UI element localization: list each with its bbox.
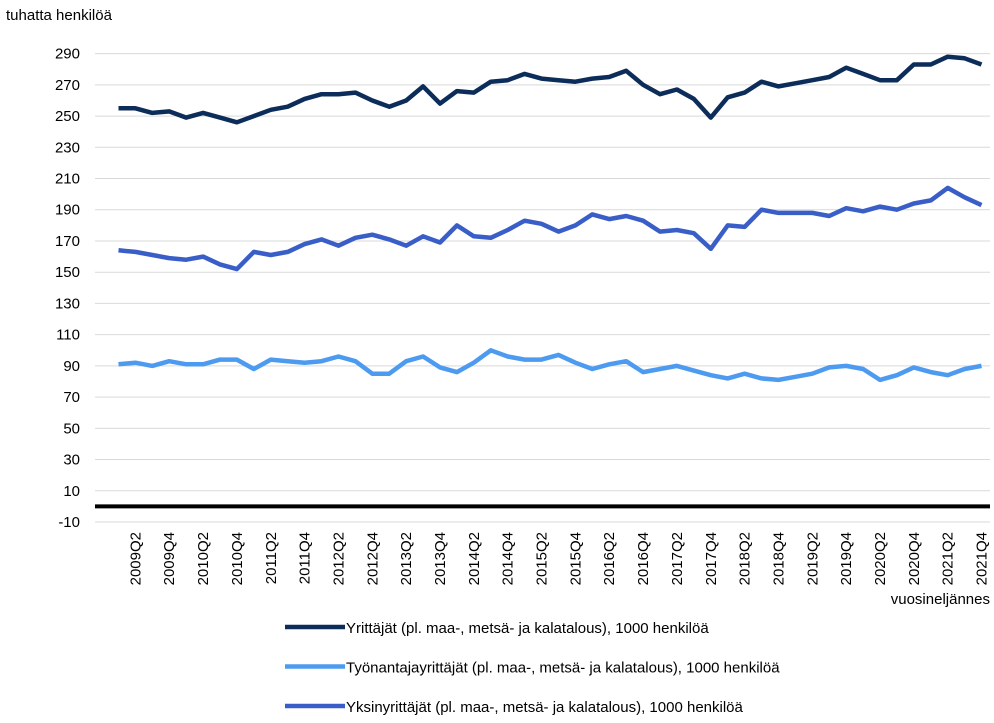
x-tick-label: 2016Q2 [601, 532, 618, 585]
y-tick-label: -10 [58, 514, 80, 531]
x-tick-label: 2011Q2 [263, 532, 280, 584]
x-tick-label: 2020Q2 [872, 532, 889, 585]
x-tick-label: 2009Q4 [161, 532, 178, 585]
x-tick-label: 2011Q4 [297, 532, 314, 584]
legend-label: Yksinyrittäjät (pl. maa-, metsä- ja kala… [346, 699, 744, 716]
y-tick-label: 250 [55, 108, 80, 125]
y-tick-label: 170 [55, 233, 80, 250]
y-tick-label: 130 [55, 295, 80, 312]
y-tick-label: 210 [55, 171, 80, 188]
x-tick-label: 2020Q4 [906, 532, 923, 585]
x-tick-label: 2018Q4 [770, 532, 787, 585]
x-tick-label: 2010Q4 [229, 532, 246, 585]
x-tick-label: 2018Q2 [737, 532, 754, 585]
y-tick-label: 230 [55, 139, 80, 156]
y-tick-label: 190 [55, 202, 80, 219]
x-tick-label: 2017Q4 [703, 532, 720, 585]
x-tick-label: 2010Q2 [195, 532, 212, 585]
x-tick-label: 2019Q2 [804, 532, 821, 585]
x-tick-label: 2012Q4 [364, 532, 381, 585]
line-series [118, 185, 983, 272]
y-tick-label: 290 [55, 46, 80, 63]
legend-label: Työnantajayrittäjät (pl. maa-, metsä- ja… [346, 660, 780, 677]
x-tick-label: 2012Q2 [330, 532, 347, 585]
x-tick-label: 2016Q4 [635, 532, 652, 585]
x-tick-label: 2019Q4 [838, 532, 855, 585]
x-tick-label: 2014Q2 [466, 532, 483, 585]
x-axis-label: vuosineljännes [891, 591, 990, 608]
legend-label: Yrittäjät (pl. maa-, metsä- ja kalatalou… [346, 620, 709, 637]
x-tick-label: 2017Q2 [669, 532, 686, 585]
y-tick-label: 50 [63, 420, 80, 437]
x-tick-label: 2015Q2 [534, 532, 551, 585]
y-tick-label: 90 [63, 358, 80, 375]
y-tick-label: 30 [63, 452, 80, 469]
x-tick-label: 2013Q2 [398, 532, 415, 585]
x-tick-label: 2009Q2 [127, 532, 144, 585]
line-series [118, 54, 983, 125]
x-tick-label: 2014Q4 [500, 532, 517, 585]
y-axis-label: tuhatta henkilöä [6, 7, 113, 24]
line-series [118, 348, 982, 383]
y-tick-label: 70 [63, 389, 80, 406]
y-tick-label: 270 [55, 77, 80, 94]
x-tick-label: 2021Q2 [940, 532, 957, 585]
x-tick-label: 2015Q4 [567, 532, 584, 585]
y-tick-label: 10 [63, 483, 80, 500]
y-tick-label: 110 [56, 327, 80, 344]
x-tick-label: 2021Q4 [974, 532, 991, 585]
y-tick-label: 150 [55, 264, 80, 281]
x-tick-label: 2013Q4 [432, 532, 449, 585]
